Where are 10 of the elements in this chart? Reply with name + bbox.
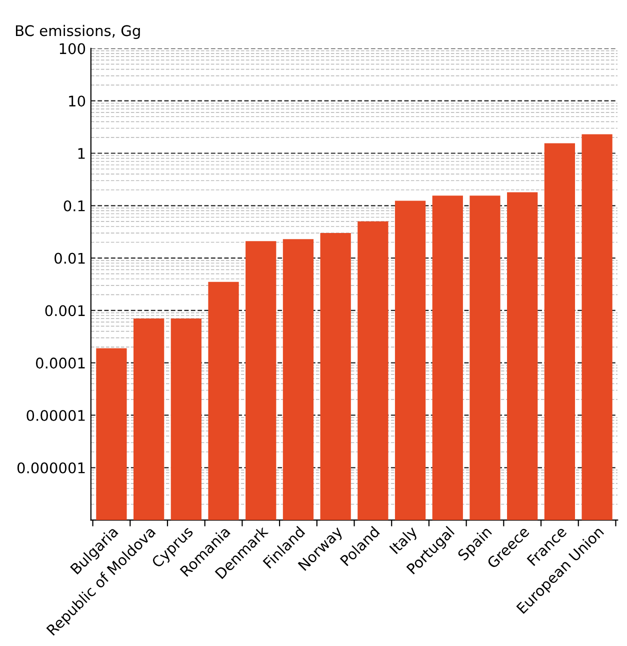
y-tick-label: 0.000001 — [17, 462, 85, 474]
y-axis-title: BC emissions, Gg — [16, 24, 140, 40]
y-tick-label: 10 — [69, 96, 86, 107]
y-tick-label: 1 — [78, 148, 85, 159]
y-tick-label: 0.01 — [54, 252, 85, 264]
y-tick-label: 100 — [60, 43, 86, 54]
y-tick-label: 0.1 — [64, 200, 85, 212]
y-tick-label: 0.001 — [45, 305, 85, 316]
y-tick-label: 0.00001 — [26, 410, 85, 421]
y-tick-label: 0.0001 — [36, 358, 85, 369]
